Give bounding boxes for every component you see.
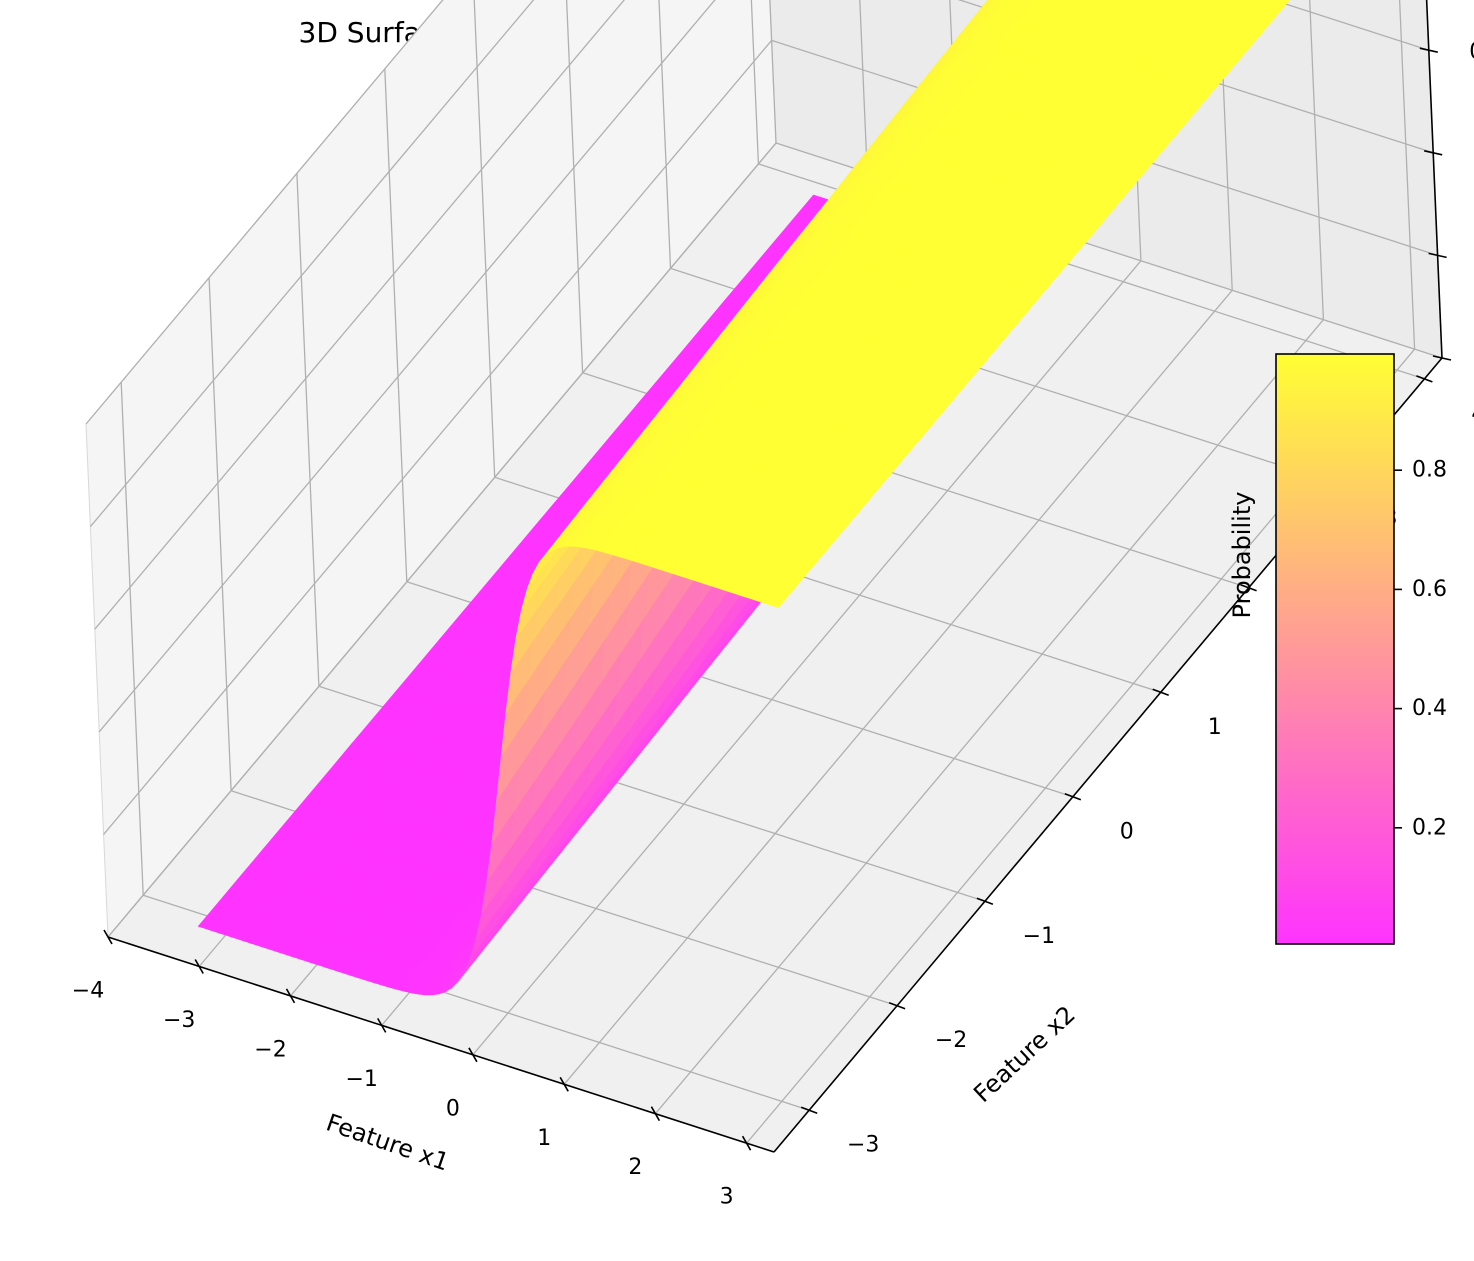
colorbar-gradient (1275, 353, 1395, 945)
z-tick-mark (1419, 47, 1438, 53)
grid-line-x-floor (472, 260, 1142, 1056)
grid-line-y-left (296, 173, 320, 687)
grid-line-y-left (565, 0, 584, 373)
grid-line-z-left (98, 0, 716, 733)
grid-line-x-back (1398, 0, 1416, 350)
x-tick-label: 0 (446, 1096, 460, 1121)
grid-line-z-left (85, 0, 444, 425)
z-tick-mark (1432, 355, 1452, 361)
x-tick-mark (650, 1106, 661, 1122)
z-tick-label: 0.6 (1469, 40, 1474, 65)
y-tick-mark (1064, 793, 1082, 801)
x-axis-line (107, 936, 775, 1153)
grid-line-y-left (473, 0, 496, 478)
y-tick-label: 1 (1208, 715, 1222, 740)
y-tick-label: −2 (935, 1028, 967, 1053)
colorbar-tick-label: 0.2 (1412, 815, 1447, 840)
surface-patch (771, 579, 801, 609)
y-axis-label: Feature x2 (968, 1000, 1081, 1108)
y-tick-mark (976, 897, 994, 906)
grid-line-x-floor (563, 289, 1233, 1085)
y-tick-label: 0 (1120, 819, 1134, 844)
x-tick-mark (741, 1135, 752, 1151)
z-axis-line (1425, 0, 1443, 359)
grid-line-z-left (107, 142, 777, 938)
grid-line-z-left (89, 0, 535, 528)
x-tick-label: 3 (720, 1185, 734, 1210)
colorbar-tick-label: 0.4 (1412, 696, 1447, 721)
z-tick-labels: 0.00.20.40.60.81.0 (1469, 40, 1474, 168)
y-tick-mark (1240, 584, 1257, 592)
y-tick-mark (1152, 688, 1169, 697)
grid-line-y-left (750, 0, 760, 164)
x-tick-mark (194, 959, 204, 974)
colorbar-ticks: 0.2 0.4 0.6 0.8 (1394, 458, 1447, 840)
grid-line-x-back (1309, 0, 1325, 320)
grid-line-y-left (658, 0, 672, 269)
colorbar-tick-label: 0.6 (1412, 577, 1447, 602)
x-tick-mark (285, 988, 296, 1004)
colorbar: 0.2 0.4 0.6 0.8 (1275, 353, 1447, 945)
y-tick-label: 4 (1471, 401, 1474, 426)
colorbar-tick-label: 0.8 (1412, 458, 1447, 483)
grid-line-z-left (94, 0, 626, 630)
grid-line-y-left (208, 277, 232, 791)
x-tick-label: −3 (163, 1008, 195, 1033)
grid-line-y-left (384, 68, 408, 582)
z-tick-mark (1428, 252, 1447, 259)
grid-line-x-back (769, 0, 777, 144)
x-tick-mark (103, 929, 113, 945)
x-tick-mark (559, 1076, 569, 1092)
y-tick-label: −3 (847, 1133, 879, 1158)
x-tick-labels: −4 −3 −2 −1 0 1 2 3 (72, 979, 734, 1210)
grid-line-z-left (103, 39, 773, 835)
x-tick-mark (468, 1047, 478, 1063)
grid-line-y-left (120, 382, 144, 896)
y-tick-label: −1 (1023, 924, 1055, 949)
x-tick-label: −1 (345, 1067, 377, 1092)
surface (197, 0, 1290, 996)
x-tick-label: 1 (537, 1126, 551, 1151)
x-tick-label: 2 (628, 1155, 642, 1180)
x-tick-label: −2 (254, 1037, 286, 1062)
x-tick-label: −4 (72, 979, 104, 1004)
x-tick-mark (377, 1018, 387, 1033)
y-tick-mark (888, 1001, 906, 1010)
grid-line-x-floor (654, 319, 1324, 1115)
z-axis-label: Probability (1228, 492, 1256, 619)
grid-line-x-back (859, 0, 868, 173)
z-tick-mark (1424, 150, 1443, 156)
y-tick-mark (800, 1106, 818, 1114)
x-axis-label: Feature x1 (323, 1108, 453, 1176)
grid-line-z-back (1271, 0, 1429, 51)
y-tick-mark (1416, 375, 1433, 383)
